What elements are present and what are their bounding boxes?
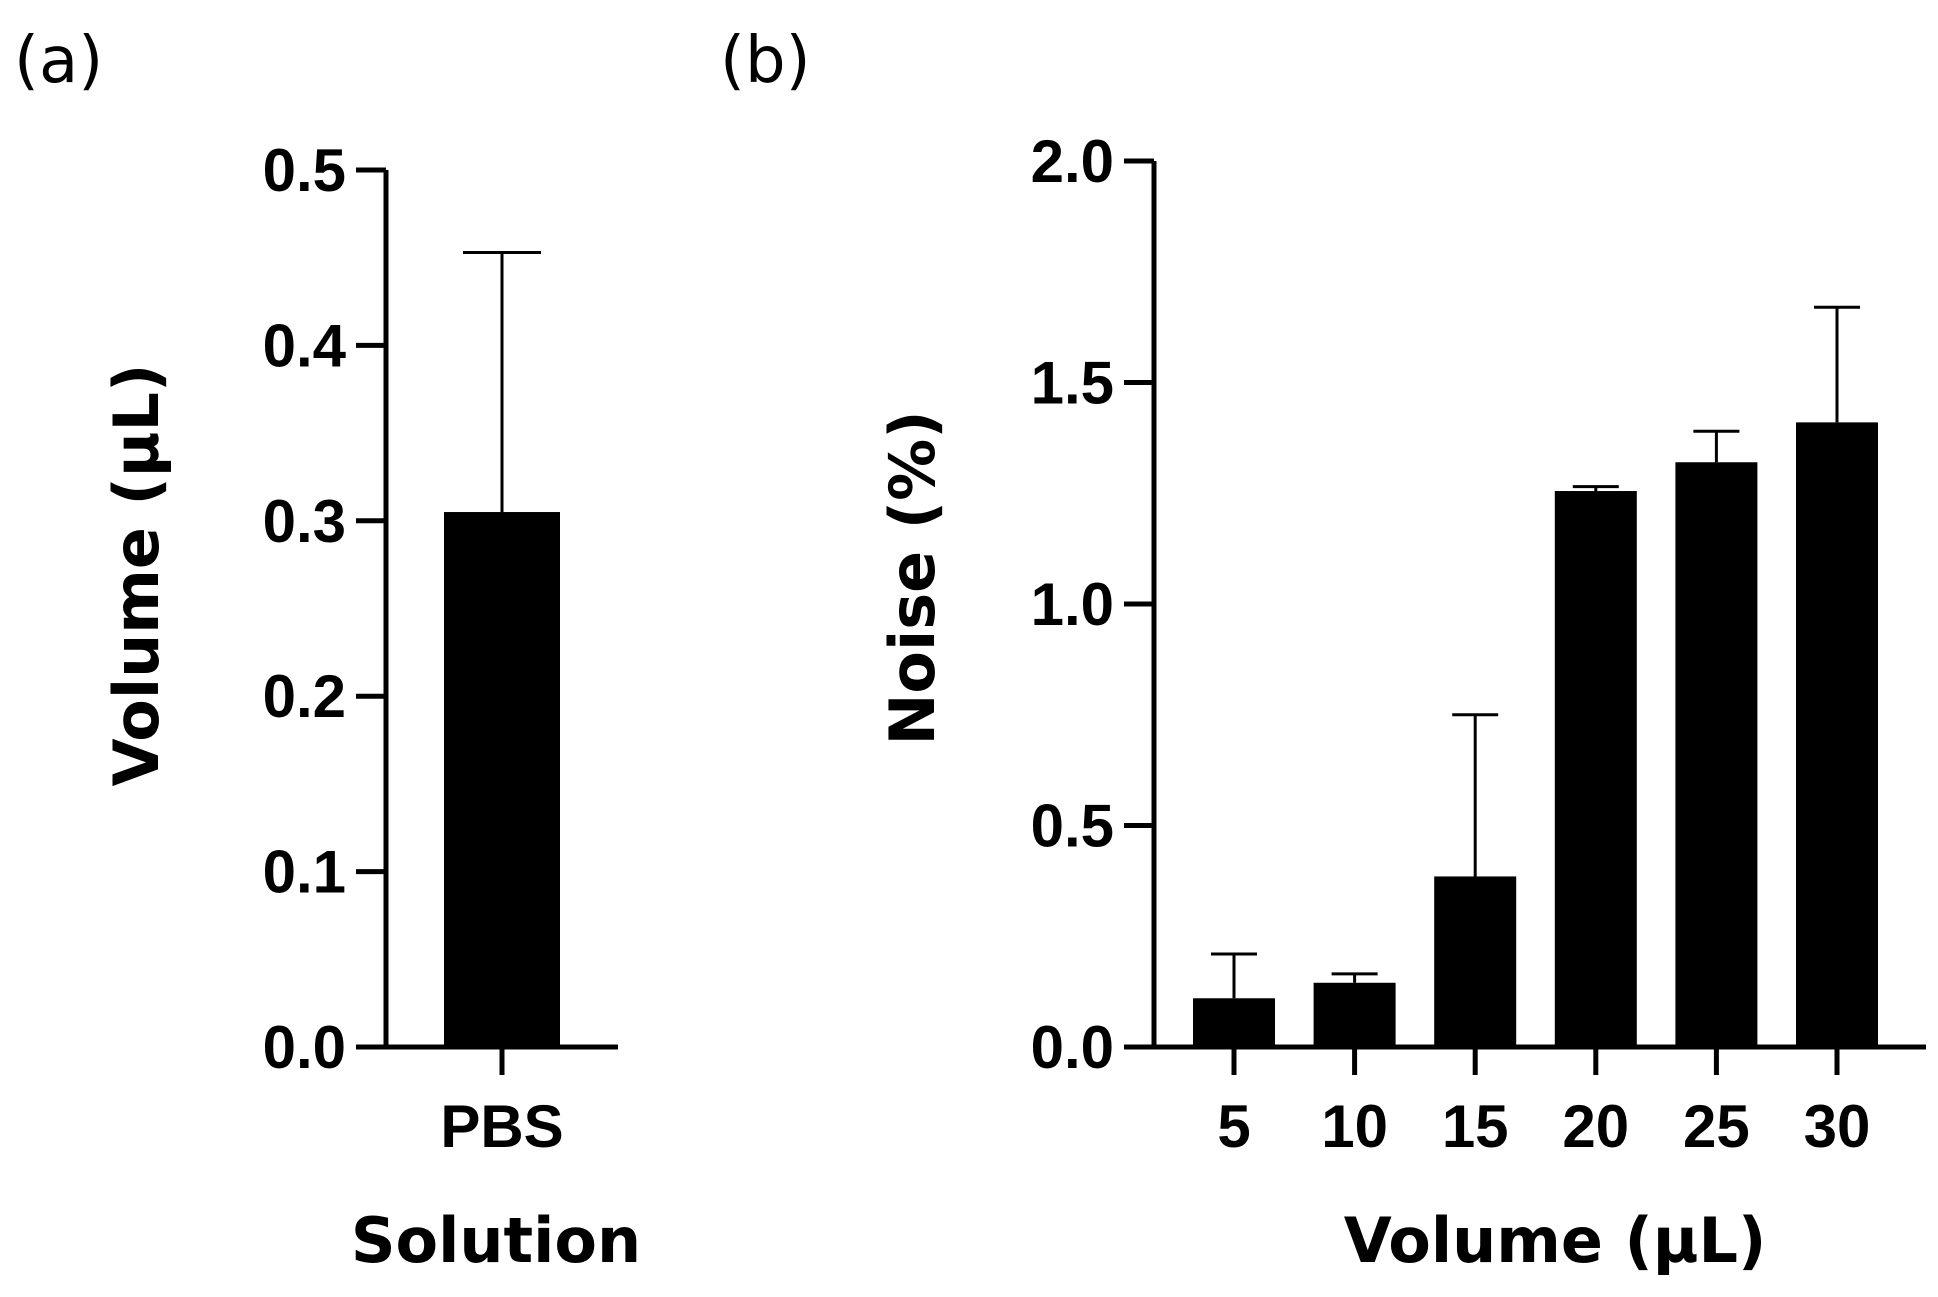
panel-a-y-tick-label: 0.5: [263, 137, 346, 204]
panel-b-x-tick-label: 20: [1562, 1093, 1629, 1160]
panel-b-marks: 0.0 0.5 1.0 1.5 2.0 5 10 15 20 25 30: [1031, 128, 1926, 1160]
panel-a-y-tick-label: 0.4: [263, 312, 347, 379]
panel-a-y-tick-label: 0.3: [263, 488, 346, 555]
panel-b-label: (b): [720, 24, 811, 98]
panel-b-x-tick-label: 25: [1683, 1093, 1750, 1160]
panel-a-marks: 0.0 0.1 0.2 0.3 0.4 0.5 PBS: [263, 137, 618, 1160]
panel-b-y-tick-label: 1.5: [1031, 350, 1114, 417]
panel-b-bar: [1796, 422, 1878, 1047]
panel-b-x-tick-label: 10: [1321, 1093, 1388, 1160]
panel-b-y-axis-title: Noise (%): [876, 410, 949, 745]
panel-a-x-axis-title: Solution: [351, 1204, 641, 1277]
panel-a-y-tick-label: 0.0: [263, 1014, 346, 1081]
panel-b: (b) 0.0 0.5 1.0 1.5 2.0 5 10 15 20 25 30 Noise (%)…: [720, 24, 1926, 1277]
panel-b-bar: [1434, 876, 1517, 1047]
panel-b-y-tick-label: 0.0: [1031, 1014, 1114, 1081]
panel-b-x-tick-label: 5: [1217, 1093, 1250, 1160]
panel-b-x-tick-label: 30: [1804, 1093, 1871, 1160]
panel-a-y-tick-label: 0.2: [263, 663, 346, 730]
panel-b-bar: [1313, 982, 1396, 1047]
panel-b-bar: [1554, 491, 1637, 1047]
panel-a-x-tick-label: PBS: [440, 1093, 563, 1160]
panel-b-bar: [1675, 462, 1758, 1047]
panel-a-y-axis-title: Volume (µL): [100, 364, 173, 787]
panel-b-x-axis-title: Volume (µL): [1344, 1204, 1767, 1277]
panel-b-y-tick-label: 0.5: [1031, 793, 1114, 860]
panel-b-bar: [1193, 998, 1275, 1047]
panel-a-label: (a): [14, 24, 103, 98]
panel-a-y-tick-label: 0.1: [263, 839, 346, 906]
panel-b-y-tick-label: 1.0: [1031, 571, 1114, 638]
panel-a: (a) 0.0 0.1 0.2 0.3 0.4 0.5 PBS Volume (µL) So…: [14, 24, 641, 1277]
panel-a-bar: [444, 512, 560, 1047]
panel-b-x-tick-label: 15: [1442, 1093, 1509, 1160]
panel-b-y-tick-label: 2.0: [1031, 128, 1114, 195]
